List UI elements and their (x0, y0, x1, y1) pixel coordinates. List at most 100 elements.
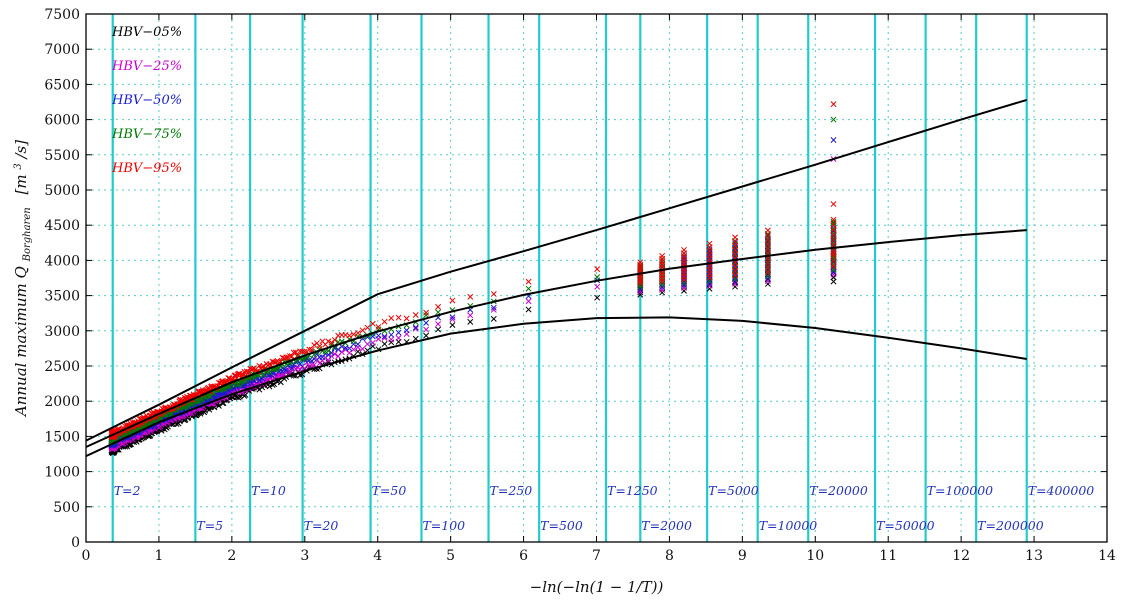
scatter-marker (388, 315, 395, 322)
return-period-label: T=100 (422, 518, 465, 533)
scatter-marker (830, 238, 837, 245)
scatter-marker (266, 374, 273, 381)
scatter-marker (288, 365, 295, 372)
scatter-marker (271, 359, 278, 365)
scatter-marker (732, 274, 739, 281)
scatter-marker (764, 269, 771, 276)
scatter-marker (830, 201, 837, 208)
fitted-curve-lower (85, 316, 1027, 458)
scatter-marker (732, 244, 739, 251)
return-period-label: T=200000 (977, 518, 1044, 533)
scatter-marker (830, 116, 837, 123)
scatter-marker (467, 318, 474, 325)
scatter-marker (637, 275, 644, 282)
scatter-marker (637, 261, 644, 268)
scatter-marker (423, 309, 430, 316)
scatter-marker (830, 263, 837, 270)
scatter-marker (732, 272, 739, 279)
scatter-marker (594, 266, 601, 273)
return-period-lines (111, 14, 1028, 542)
x-tick-label: 5 (446, 548, 455, 564)
scatter-marker (449, 322, 456, 329)
scatter-marker (369, 339, 376, 346)
scatter-marker (412, 324, 419, 331)
scatter-marker (359, 327, 366, 334)
y-tick-label: 2500 (44, 359, 80, 375)
scatter-marker (346, 332, 353, 339)
x-tick-label: 9 (738, 548, 747, 564)
scatter-marker (381, 335, 388, 341)
scatter-marker (201, 409, 208, 416)
y-tick-label: 6500 (44, 77, 80, 93)
scatter-marker (435, 303, 442, 310)
scatter-marker (732, 240, 739, 247)
x-tick-label: 3 (300, 548, 309, 564)
scatter-marker (732, 253, 739, 259)
scatter-marker (423, 332, 430, 339)
scatter-marker (830, 252, 837, 259)
y-tick-label: 3000 (44, 324, 80, 340)
scatter-marker (764, 278, 771, 284)
x-tick-label: 2 (227, 548, 236, 564)
scatter-marker (215, 402, 222, 409)
scatter-marker (764, 232, 771, 239)
scatter-marker (467, 312, 474, 319)
scatter-marker (732, 234, 739, 241)
scatter-marker (381, 333, 388, 340)
scatter-marker (659, 252, 666, 259)
scatter-marker (830, 227, 837, 233)
scatter-marker (423, 326, 430, 333)
x-tick-label: 6 (519, 548, 528, 564)
scatter-marker (525, 298, 532, 305)
scatter-marker (830, 269, 837, 276)
scatter-marker (732, 247, 739, 254)
scatter-marker (403, 315, 410, 322)
scatter-marker (306, 346, 313, 353)
scatter-marker (369, 320, 376, 327)
return-period-label: T=2 (114, 483, 141, 498)
y-tick-label: 4500 (44, 218, 80, 234)
scatter-marker (325, 357, 332, 364)
scatter-marker (328, 349, 335, 356)
return-period-labels: T=2 T=5 T=10 T=20 T=50 T=100 T=250 T=500 T=1250 T… (114, 483, 1095, 533)
scatter-marker (732, 238, 739, 245)
x-axis-title: −ln(−ln(1 − 1/T)) (530, 578, 664, 596)
scatter-marker (283, 366, 290, 373)
y-axis-title-unit-end: /s] (12, 140, 30, 161)
scatter-marker (830, 137, 837, 143)
scatter-marker (594, 274, 601, 281)
y-tick-label: 5000 (44, 183, 80, 199)
y-tick-label: 0 (71, 535, 80, 551)
scatter-marker (830, 101, 837, 108)
scatter-marker (732, 265, 739, 272)
scatter-marker (311, 361, 318, 368)
return-period-label: T=10 (251, 483, 286, 498)
legend-entry: HBV−75% (111, 127, 182, 142)
grid-layer (86, 14, 1107, 542)
scatter-marker (830, 258, 837, 264)
scatter-marker (637, 286, 644, 293)
scatter-marker (359, 345, 366, 352)
x-tick-label: 10 (806, 548, 824, 564)
y-tick-label: 500 (53, 500, 80, 516)
legend-entry: HBV−50% (111, 93, 182, 108)
return-period-label: T=50 (372, 483, 407, 498)
return-period-label: T=5000 (708, 483, 759, 498)
scatter-marker (299, 348, 306, 355)
scatter-marker (412, 312, 419, 318)
scatter-marker (375, 323, 382, 330)
scatter-marker (732, 278, 739, 285)
scatter-marker (283, 354, 290, 361)
scatter-marker (732, 263, 739, 270)
y-axis-title-main: Annual maximum Q (12, 266, 30, 418)
y-axis-title: Annual maximum Q Borgharen [m 3 /s] (7, 140, 34, 418)
x-tick-label: 13 (1025, 548, 1043, 564)
legend: HBV−05% HBV−25% HBV−50% HBV−75% HBV−95% (111, 25, 182, 176)
return-period-label: T=10000 (759, 518, 818, 533)
y-tick-label: 5500 (44, 148, 80, 164)
scatter-marker (732, 268, 739, 275)
y-axis-title-unit: [m (12, 174, 30, 194)
fitted-curve-central (85, 229, 1027, 448)
axis-ticks: 0 1 2 3 4 5 6 7 8 9 10 11 12 13 1405001000150020002500… (44, 7, 1116, 564)
